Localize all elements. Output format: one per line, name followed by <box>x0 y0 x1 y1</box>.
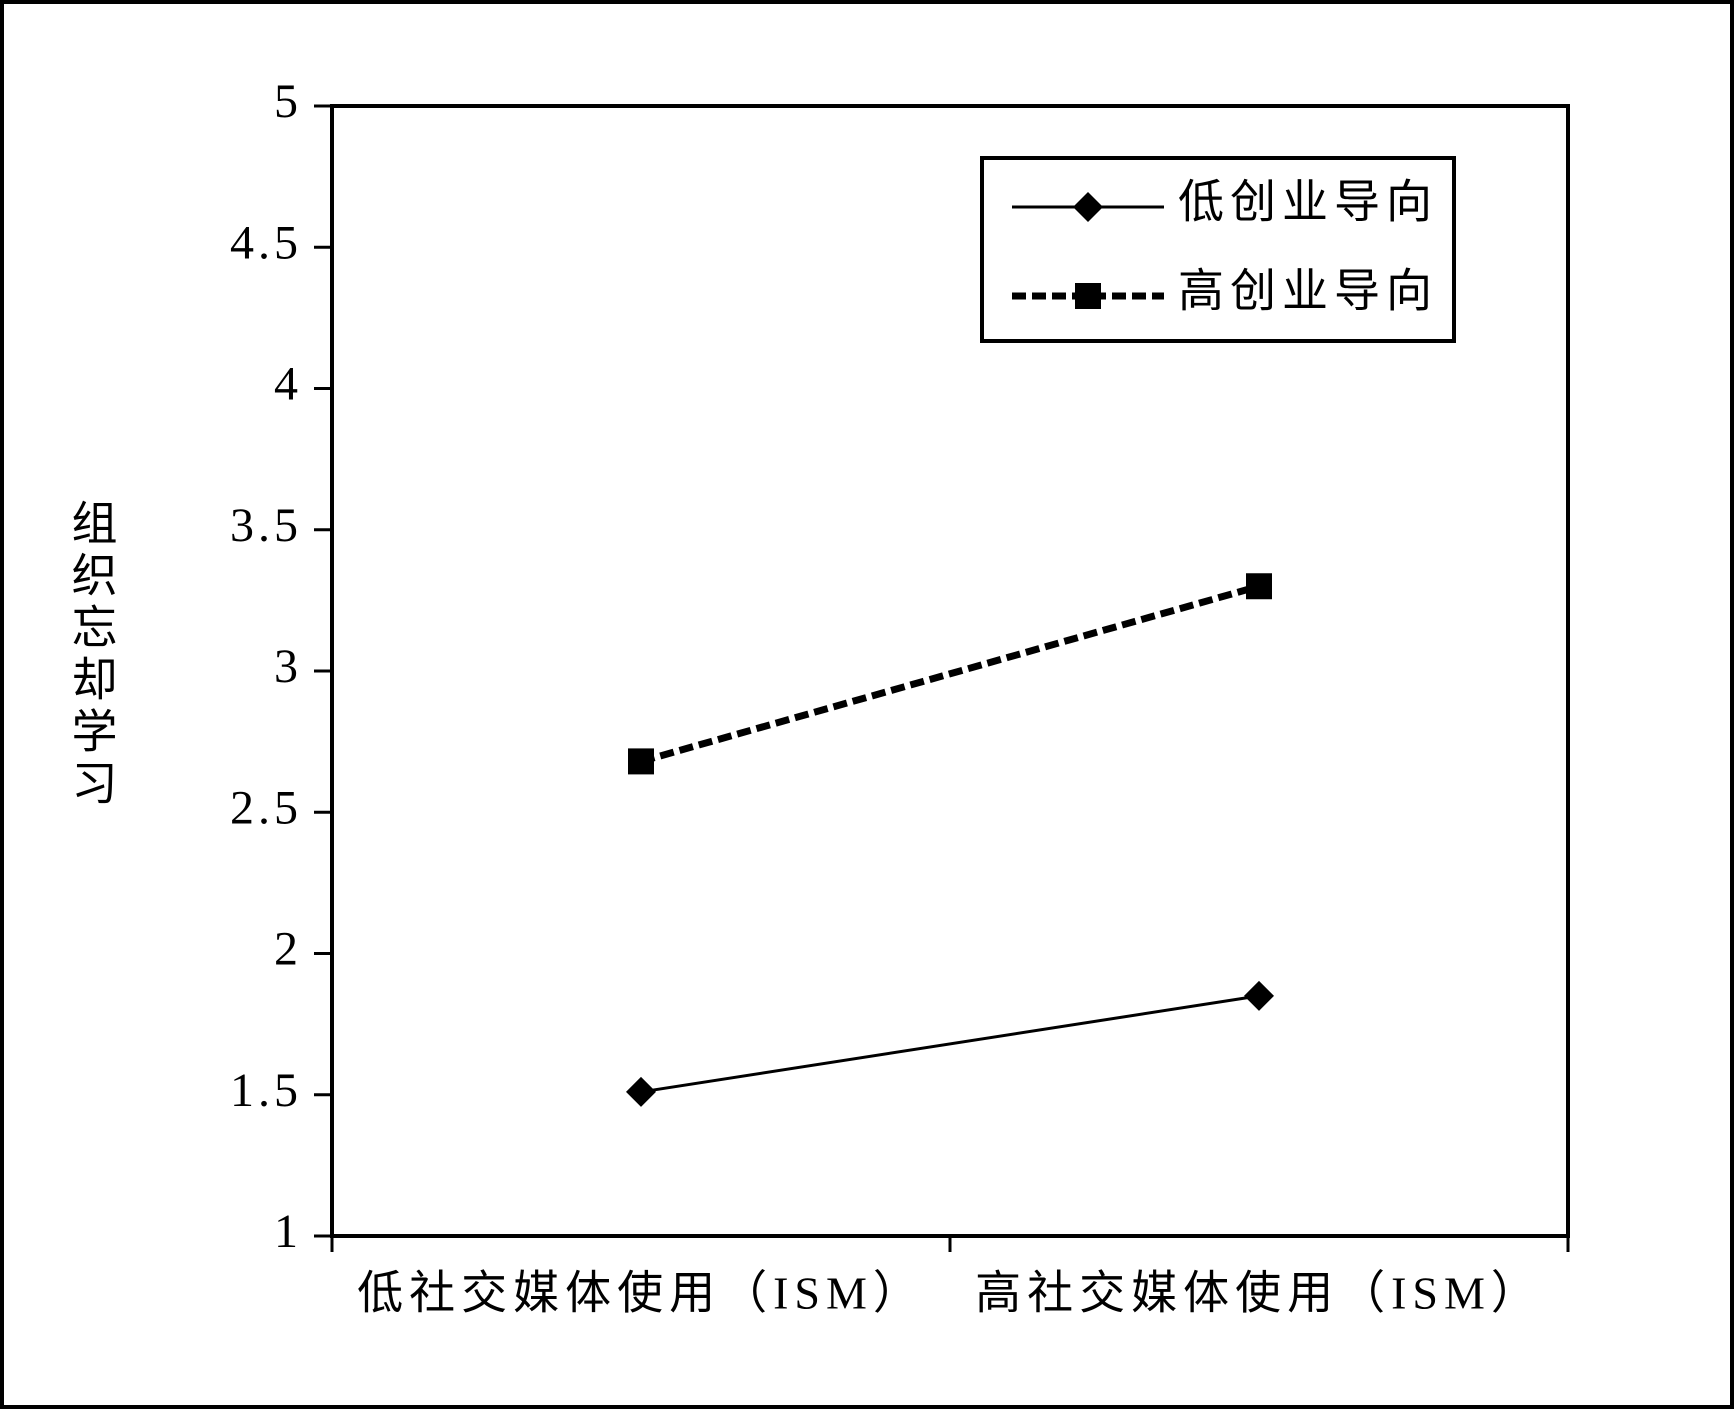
y-tick-label: 4.5 <box>230 216 302 269</box>
y-tick-label: 1 <box>274 1205 302 1258</box>
legend-box <box>980 156 1456 343</box>
data-point <box>626 1076 656 1107</box>
y-tick-label: 3 <box>274 640 302 693</box>
series-line <box>640 582 1260 765</box>
y-tick-label: 2 <box>274 923 302 976</box>
data-point <box>1246 573 1272 600</box>
x-tick-label: 低社交媒体使用（ISM） <box>357 1268 925 1319</box>
y-axis-label: 组织忘却学习 <box>65 499 116 811</box>
series-line <box>640 994 1260 1094</box>
data-point <box>628 748 654 775</box>
y-tick-label: 2.5 <box>230 781 302 834</box>
legend-marker <box>1073 192 1103 222</box>
y-tick-label: 1.5 <box>230 1064 302 1117</box>
legend-label: 高创业导向 <box>1178 266 1438 317</box>
legend-label: 低创业导向 <box>1178 177 1438 228</box>
x-tick-label: 高社交媒体使用（ISM） <box>975 1268 1543 1319</box>
y-tick-label: 5 <box>274 75 302 128</box>
y-tick-label: 3.5 <box>230 499 302 552</box>
y-tick-label: 4 <box>274 358 302 411</box>
data-point <box>1244 980 1274 1011</box>
legend-marker <box>1075 283 1101 309</box>
